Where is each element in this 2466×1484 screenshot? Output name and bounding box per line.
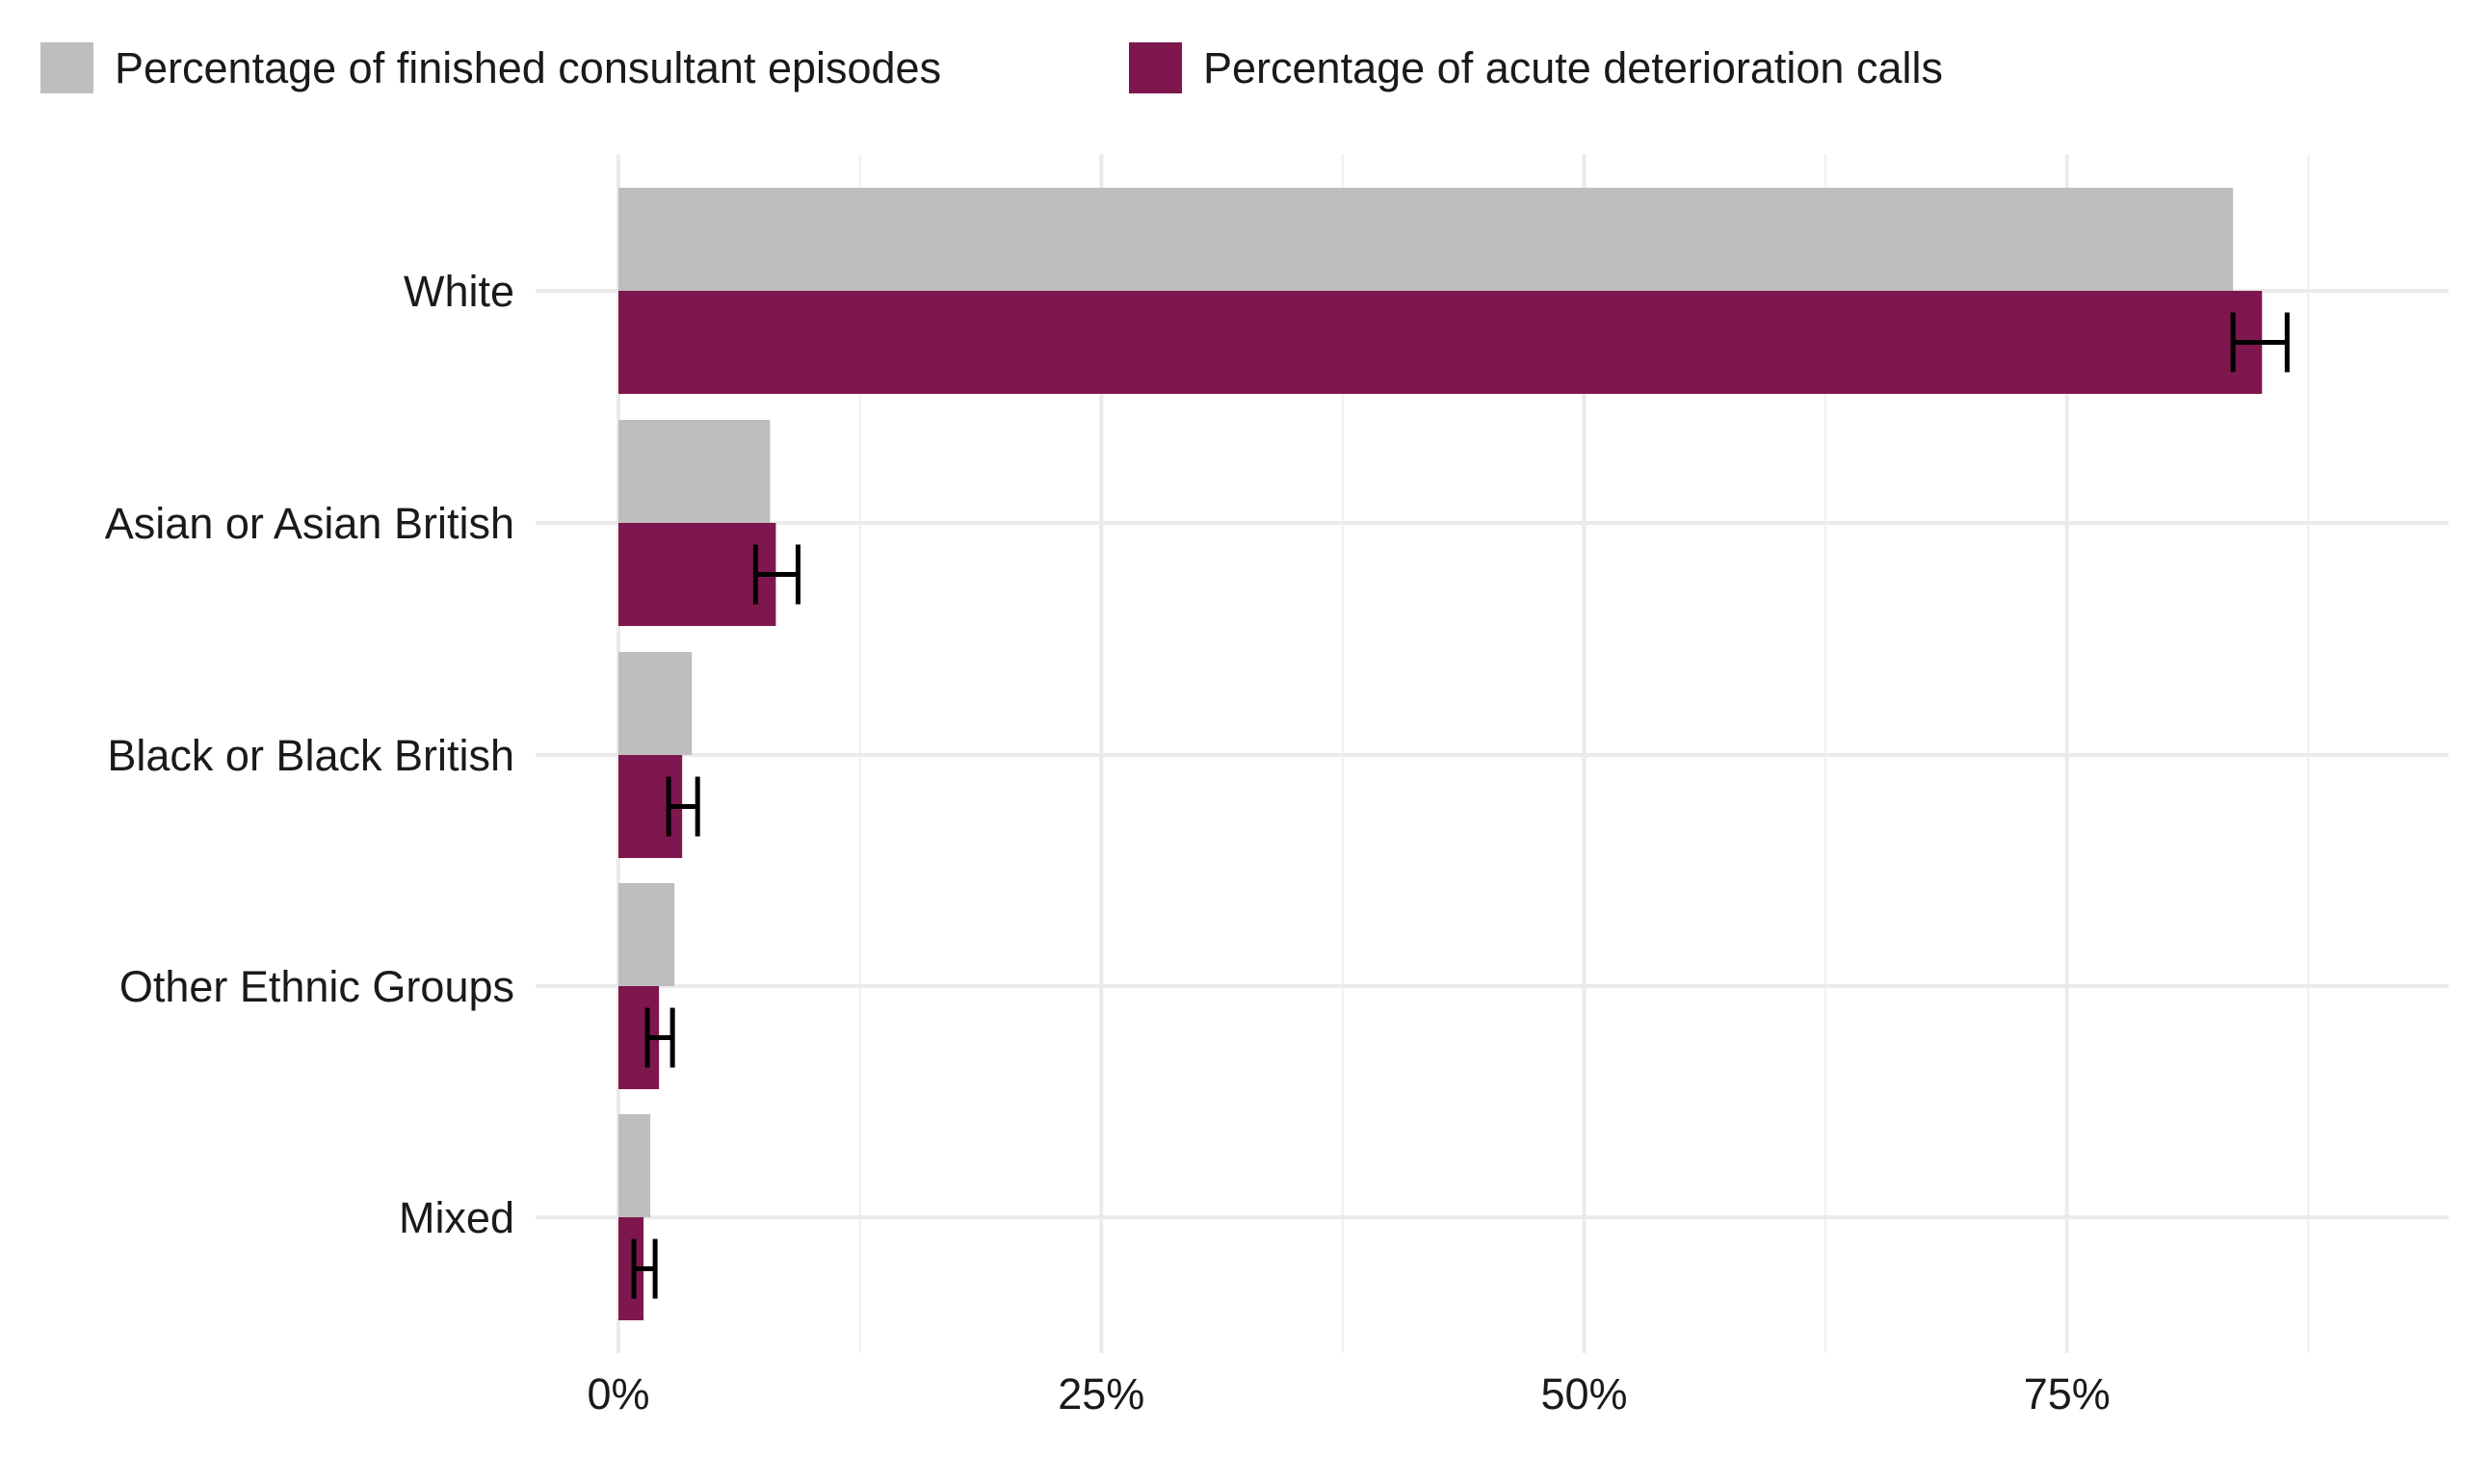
x-tick-label: 50%: [1540, 1369, 1627, 1419]
x-axis-labels: 0% 25% 50% 75%: [587, 1369, 2110, 1419]
error-bars: [631, 312, 2290, 1299]
legend-label-deterioration-calls: Percentage of acute deterioration calls: [1203, 43, 1943, 92]
x-tick-label: 25%: [1058, 1369, 1144, 1419]
y-tick-label: White: [404, 267, 514, 316]
legend-swatch-episodes: [40, 42, 93, 93]
y-tick-label: Mixed: [399, 1193, 514, 1242]
legend-swatch-deterioration-calls: [1129, 42, 1182, 93]
bars: [618, 188, 2263, 1320]
legend-label-episodes: Percentage of finished consultant episod…: [115, 43, 941, 92]
bar-episodes: [618, 883, 675, 986]
bar-episodes: [618, 652, 693, 755]
x-tick-label: 75%: [2024, 1369, 2111, 1419]
y-tick-label: Asian or Asian British: [105, 499, 514, 548]
bar-episodes: [618, 188, 2234, 291]
x-tick-label: 0%: [587, 1369, 649, 1419]
legend: Percentage of finished consultant episod…: [40, 42, 1943, 93]
y-axis-labels: White Asian or Asian British Black or Blac…: [105, 267, 514, 1242]
y-tick-label: Black or Black British: [107, 731, 514, 780]
bar-deterioration-calls: [618, 291, 2263, 394]
bar-episodes: [618, 1114, 651, 1217]
y-tick-label: Other Ethnic Groups: [119, 962, 514, 1011]
bar-deterioration-calls: [618, 523, 776, 626]
bar-episodes: [618, 420, 771, 523]
